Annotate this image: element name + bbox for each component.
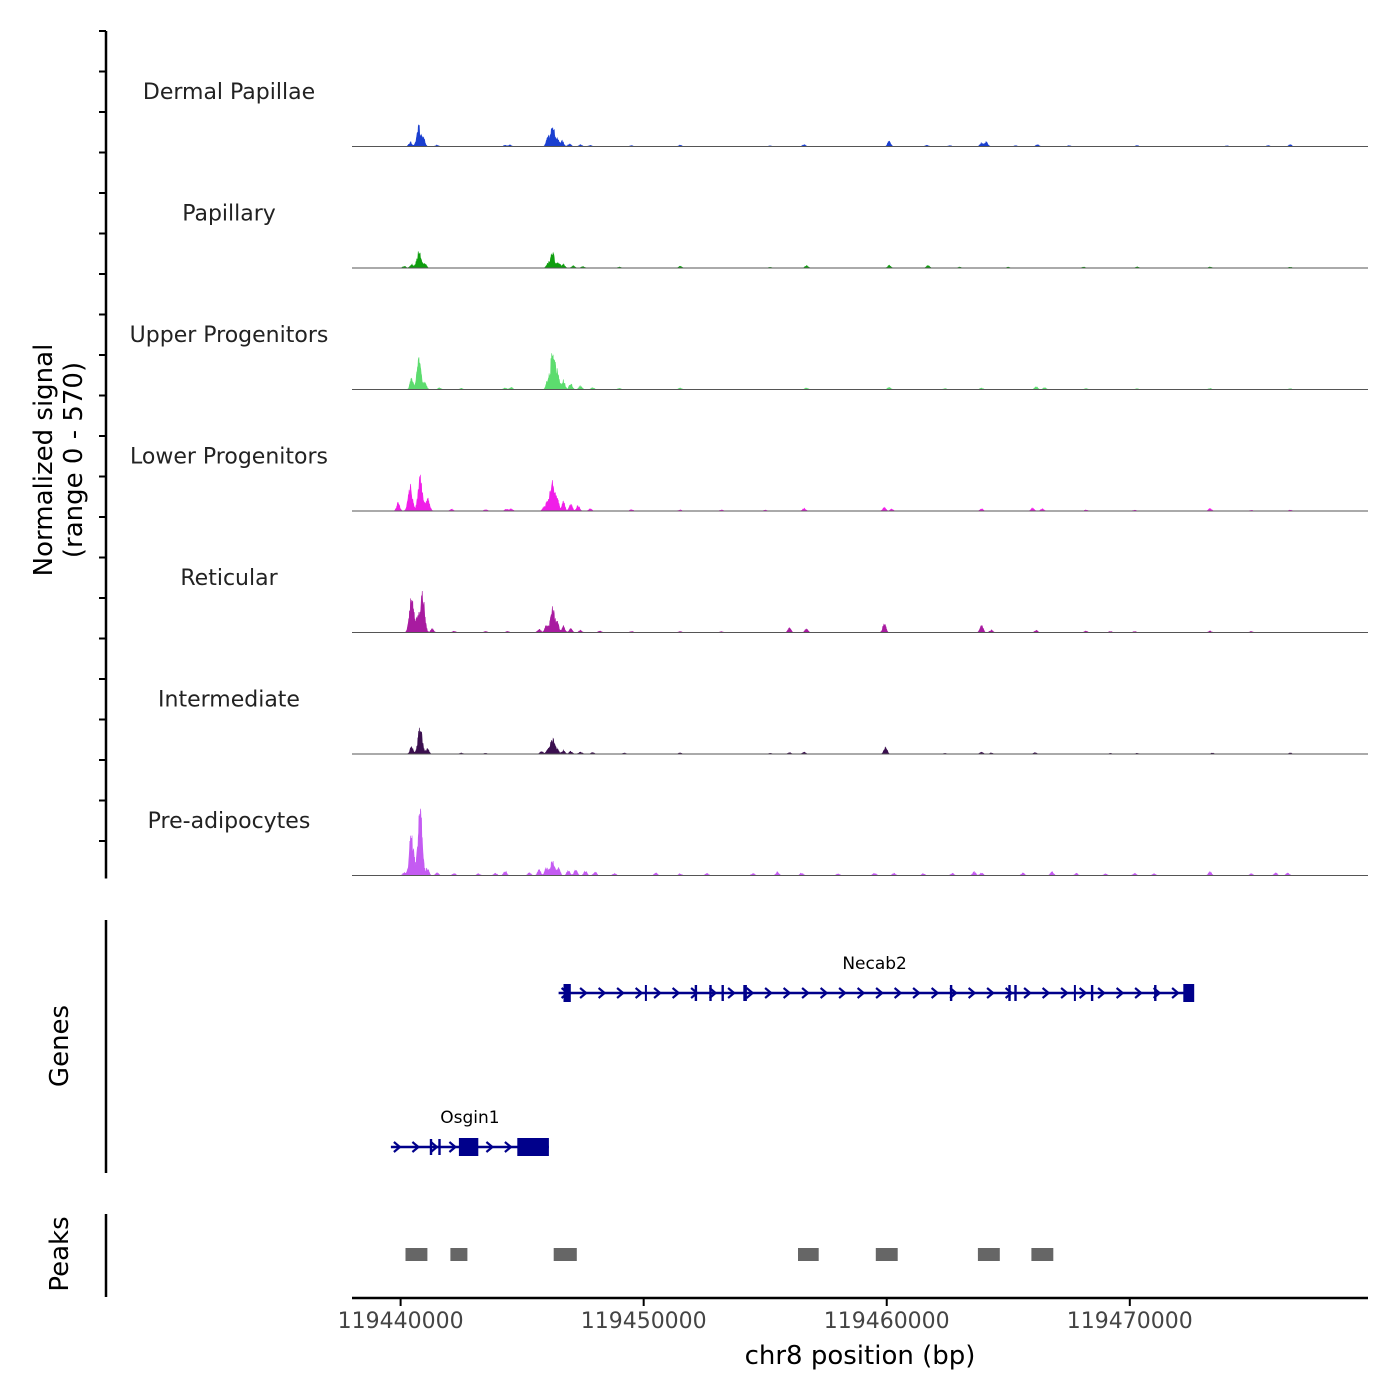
strand-arrow xyxy=(875,987,884,999)
exon xyxy=(1014,985,1017,1001)
gene-label: Necab2 xyxy=(842,954,907,974)
peaks-panel xyxy=(104,1214,1054,1297)
exon xyxy=(517,1138,549,1156)
track-label: Dermal Papillae xyxy=(143,80,315,105)
track-label: Intermediate xyxy=(158,688,300,713)
genes-panel: Necab2 Osgin1 xyxy=(104,920,1195,1173)
coverage-panel: Dermal Papillae Papillary Upper Progenitor… xyxy=(99,30,1368,879)
peak-region xyxy=(553,1248,577,1261)
signal-area xyxy=(390,251,1305,269)
strand-arrow xyxy=(1060,987,1069,999)
strand-arrow xyxy=(485,1141,495,1153)
exon xyxy=(694,985,698,1001)
strand-arrow xyxy=(745,987,755,999)
strand-arrow xyxy=(930,987,940,999)
strand-arrow xyxy=(782,987,792,999)
strand-arrow xyxy=(671,987,681,999)
exon xyxy=(1008,985,1011,1001)
strand-arrow xyxy=(1134,987,1143,999)
exon xyxy=(1073,985,1076,1001)
track-reticular: Reticular xyxy=(180,566,1368,633)
strand-arrow xyxy=(393,1141,402,1153)
strand-arrow xyxy=(764,987,773,999)
exon xyxy=(949,985,953,1001)
signal-area xyxy=(390,590,1305,633)
exon xyxy=(1090,985,1094,1001)
strand-arrow xyxy=(1078,987,1088,999)
exon xyxy=(644,985,647,1001)
gene-label: Osgin1 xyxy=(440,1108,499,1128)
signal-area xyxy=(390,353,1305,390)
strand-arrow xyxy=(856,987,866,999)
strand-arrow xyxy=(967,987,977,999)
strand-arrow xyxy=(1115,987,1125,999)
track-lower-progenitors: Lower Progenitors xyxy=(130,445,1368,512)
track-dermal-papillae: Dermal Papillae xyxy=(143,80,1368,147)
exon xyxy=(743,985,747,1001)
strand-arrow xyxy=(893,987,903,999)
strand-arrow xyxy=(411,1141,421,1153)
signal-area xyxy=(390,474,1305,512)
exon xyxy=(1154,985,1157,1001)
track-label: Papillary xyxy=(182,202,276,227)
exon xyxy=(429,1139,433,1155)
exon xyxy=(438,1139,441,1155)
track-upper-progenitors: Upper Progenitors xyxy=(130,323,1368,390)
track-intermediate: Intermediate xyxy=(158,688,1368,755)
genes-panel-label: Genes xyxy=(45,1005,75,1087)
track-label: Lower Progenitors xyxy=(130,445,328,470)
x-tick-label: 119470000 xyxy=(1067,1309,1193,1334)
strand-arrow xyxy=(448,1141,458,1153)
x-tick-label: 119450000 xyxy=(581,1309,707,1334)
strand-arrow xyxy=(801,987,810,999)
peak-region xyxy=(450,1248,468,1261)
strand-arrow xyxy=(1023,987,1032,999)
exon xyxy=(709,985,712,1001)
strand-arrow xyxy=(616,987,625,999)
gene-osgin1: Osgin1 xyxy=(390,1108,549,1156)
strand-arrow xyxy=(653,987,662,999)
exon xyxy=(721,985,724,1001)
peaks-panel-label: Peaks xyxy=(45,1216,75,1291)
strand-arrow xyxy=(727,987,736,999)
strand-arrow xyxy=(504,1141,513,1153)
track-pre-adipocytes: Pre-adipocytes xyxy=(148,808,1368,876)
peak-region xyxy=(977,1248,1000,1261)
peak-region xyxy=(875,1248,898,1261)
x-tick-label: 119440000 xyxy=(338,1309,464,1334)
gene-necab2: Necab2 xyxy=(558,954,1195,1002)
signal-area xyxy=(390,808,1305,876)
strand-arrow xyxy=(912,987,921,999)
strand-arrow xyxy=(1171,987,1180,999)
strand-arrow xyxy=(838,987,847,999)
track-label: Pre-adipocytes xyxy=(148,809,311,834)
track-papillary: Papillary xyxy=(182,202,1368,269)
peak-region xyxy=(1031,1248,1054,1261)
x-axis-title: chr8 position (bp) xyxy=(745,1341,976,1371)
strand-arrow xyxy=(579,987,588,999)
strand-arrow xyxy=(986,987,995,999)
x-axis: 119440000 119450000 119460000 119470000 xyxy=(338,1296,1368,1334)
strand-arrow xyxy=(597,987,607,999)
exon xyxy=(458,1138,479,1156)
signal-area xyxy=(390,124,1305,147)
exon xyxy=(563,984,571,1002)
strand-arrow xyxy=(1041,987,1051,999)
y-axis-title-line2: (range 0 - 570) xyxy=(59,362,89,558)
peak-region xyxy=(405,1248,428,1261)
exon xyxy=(1183,984,1195,1002)
signal-area xyxy=(390,727,1305,755)
strand-arrow xyxy=(634,987,644,999)
strand-arrow xyxy=(430,1141,439,1153)
strand-arrow xyxy=(1004,987,1014,999)
track-label: Reticular xyxy=(180,566,278,591)
strand-arrow xyxy=(1097,987,1106,999)
y-axis-title-line1: Normalized signal xyxy=(29,344,59,577)
x-tick-label: 119460000 xyxy=(824,1309,950,1334)
strand-arrow xyxy=(819,987,829,999)
track-label: Upper Progenitors xyxy=(130,323,329,348)
peak-region xyxy=(798,1248,819,1261)
